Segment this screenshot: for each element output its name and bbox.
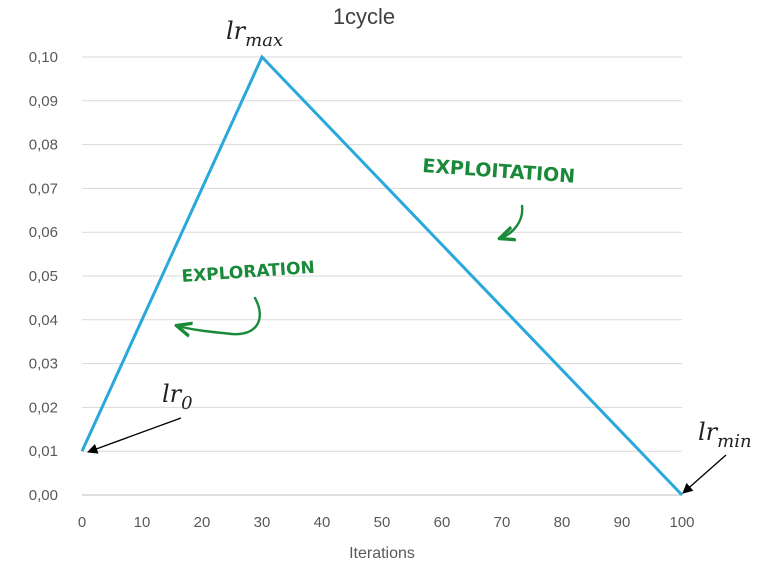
y-tick-label: 0,01 — [29, 443, 58, 460]
y-tick-label: 0,10 — [29, 49, 58, 66]
y-tick-label: 0,00 — [29, 487, 58, 504]
annotation-lr-0: lr0 — [162, 380, 193, 414]
x-tick-label: 70 — [494, 514, 511, 531]
x-tick-label: 40 — [314, 514, 331, 531]
arrow-lr-min — [682, 454, 727, 494]
y-tick-label: 0,06 — [29, 224, 58, 241]
y-axis-ticks: 0,00 0,01 0,02 0,03 0,04 0,05 0,06 0,07 0,08 0,09… — [29, 49, 58, 504]
y-tick-label: 0,07 — [29, 180, 58, 197]
x-tick-label: 100 — [669, 514, 694, 531]
annotation-exploration: EXPLORATION — [181, 258, 315, 287]
series-line-0 — [80, 54, 684, 497]
x-tick-label: 30 — [254, 514, 271, 531]
gridlines — [82, 56, 682, 496]
x-tick-label: 0 — [78, 514, 86, 531]
y-tick-label: 0,03 — [29, 356, 58, 373]
x-tick-label: 50 — [374, 514, 391, 531]
y-tick-label: 0,09 — [29, 93, 58, 110]
y-tick-label: 0,05 — [29, 268, 58, 285]
chart-title: 1cycle — [333, 4, 395, 29]
x-tick-label: 20 — [194, 514, 211, 531]
y-tick-label: 0,08 — [29, 137, 58, 154]
annotation-lr-max: lrmax — [226, 17, 283, 51]
x-axis-ticks: 0 10 20 30 40 50 60 70 80 90 100 — [78, 514, 695, 531]
arrow-exploitation — [501, 204, 524, 238]
x-tick-label: 90 — [614, 514, 631, 531]
annotation-exploitation: EXPLOITATION — [422, 155, 576, 188]
y-tick-label: 0,04 — [29, 312, 58, 329]
annotation-lr-min: lrmin — [698, 418, 752, 452]
arrow-lr-0 — [87, 417, 182, 454]
x-tick-label: 10 — [134, 514, 151, 531]
x-tick-label: 80 — [554, 514, 571, 531]
x-tick-label: 60 — [434, 514, 451, 531]
y-tick-label: 0,02 — [29, 399, 58, 416]
arrow-exploration — [178, 296, 261, 334]
x-axis-label: Iterations — [349, 545, 415, 562]
series-layer — [80, 54, 684, 497]
